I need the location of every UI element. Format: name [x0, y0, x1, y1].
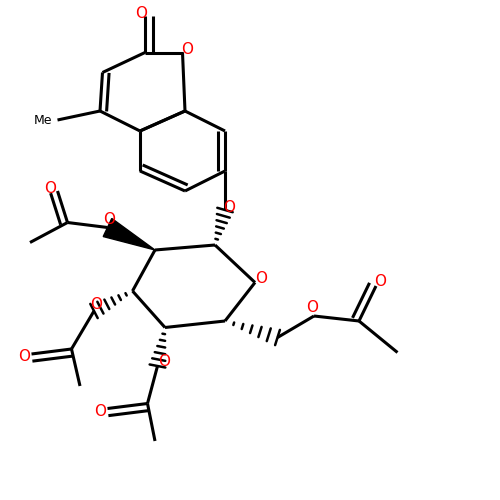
Text: O: O [223, 200, 235, 215]
Text: O: O [158, 354, 170, 370]
Text: O: O [18, 349, 30, 364]
Text: O: O [44, 181, 56, 196]
Text: O: O [103, 212, 115, 228]
Text: O: O [90, 297, 102, 312]
Text: O: O [306, 300, 318, 316]
Text: Me: Me [34, 114, 52, 126]
Text: O: O [255, 271, 267, 286]
Text: O: O [374, 274, 386, 288]
Text: O: O [94, 404, 106, 418]
Text: O: O [182, 42, 194, 58]
Polygon shape [103, 218, 155, 250]
Text: O: O [135, 6, 147, 21]
